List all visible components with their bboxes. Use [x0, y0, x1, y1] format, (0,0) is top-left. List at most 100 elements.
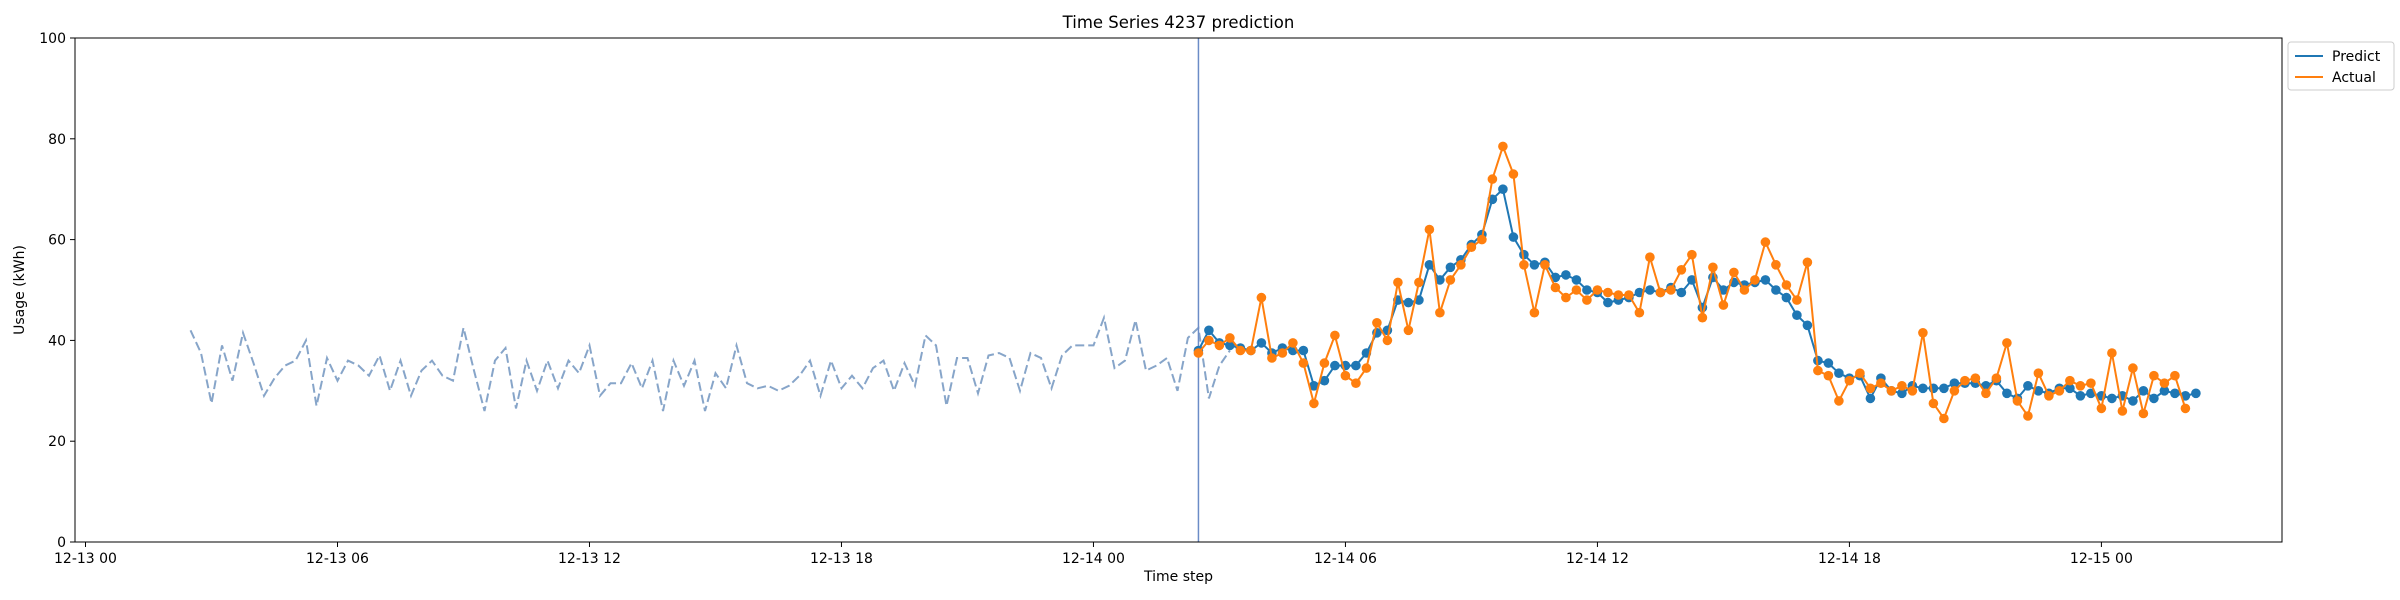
predict-point: [1823, 358, 1834, 368]
actual-point: [2023, 411, 2033, 421]
actual-point: [1655, 287, 1666, 298]
actual-point: [1424, 224, 1435, 235]
actual-point: [1729, 267, 1739, 278]
predict-point: [1760, 275, 1771, 285]
legend: Predict Actual: [2287, 41, 2395, 91]
actual-point: [2138, 408, 2149, 419]
actual-point: [1960, 375, 1970, 386]
actual-point: [2107, 348, 2117, 358]
legend-predict-label: Predict: [2332, 49, 2381, 65]
predict-point: [1582, 285, 1592, 295]
actual-point: [1204, 335, 1214, 346]
actual-point: [2096, 403, 2107, 414]
actual-point: [2033, 368, 2044, 379]
actual-point: [1498, 141, 1508, 152]
predict-point: [1204, 325, 1214, 336]
x-tick-label: 12-13 00: [54, 551, 117, 567]
actual-point: [2065, 375, 2075, 386]
actual-point: [1813, 365, 1823, 376]
y-tick-label: 0: [57, 535, 66, 551]
predict-point: [2023, 381, 2033, 391]
predict-point: [1319, 375, 1330, 386]
actual-point: [1340, 370, 1351, 381]
actual-point: [2128, 363, 2138, 373]
actual-point: [1403, 325, 1414, 336]
x-tick-label: 12-13 12: [558, 551, 621, 567]
y-axis-label: Usage (kWh): [12, 245, 28, 335]
actual-point: [1277, 348, 1288, 358]
actual-point: [1298, 358, 1309, 368]
actual-point: [1561, 292, 1571, 303]
actual-point: [1823, 370, 1834, 381]
actual-point: [1613, 290, 1624, 300]
actual-point: [2044, 391, 2054, 401]
predict-point: [1445, 262, 1456, 273]
actual-point: [1781, 280, 1792, 290]
predict-point: [2191, 388, 2201, 399]
predict-point: [2002, 388, 2012, 399]
actual-point: [2117, 406, 2128, 416]
x-tick-label: 12-14 00: [1062, 551, 1125, 567]
actual-point: [1592, 285, 1603, 295]
actual-point: [1225, 333, 1235, 343]
actual-point: [1750, 275, 1760, 285]
actual-point: [2002, 338, 2012, 348]
x-tick-label: 12-14 06: [1314, 551, 1377, 567]
actual-point: [1319, 358, 1330, 368]
predict-point: [1403, 297, 1414, 308]
actual-point: [1435, 307, 1445, 318]
actual-point: [1309, 398, 1319, 409]
actual-point: [1550, 282, 1561, 293]
predict-point: [1918, 383, 1928, 394]
actual-point: [1907, 386, 1918, 396]
actual-point: [1235, 345, 1246, 356]
actual-point: [1193, 348, 1204, 358]
actual-point: [1624, 290, 1634, 300]
predict-point: [1435, 275, 1445, 285]
predict-point: [2065, 383, 2075, 394]
actual-point: [1876, 378, 1886, 389]
predict-point: [1834, 368, 1844, 379]
y-tick-label: 80: [48, 132, 66, 148]
actual-point: [2159, 378, 2170, 389]
x-tick-label: 12-14 12: [1566, 551, 1629, 567]
predict-point: [1771, 285, 1781, 295]
actual-point: [1330, 330, 1340, 341]
actual-point: [1687, 249, 1697, 260]
actual-point: [1918, 328, 1928, 338]
actual-point: [1382, 335, 1393, 346]
chart-title: Time Series 4237 prediction: [1062, 13, 1295, 32]
actual-point: [1393, 277, 1403, 288]
axes-frame: [74, 37, 2283, 543]
x-tick-label: 12-13 18: [810, 551, 873, 567]
predict-point: [1351, 360, 1361, 371]
y-tick-label: 40: [48, 333, 66, 349]
actual-point: [1466, 242, 1477, 252]
predict-point: [1792, 310, 1802, 321]
predict-point: [1687, 275, 1697, 285]
actual-point: [1844, 375, 1855, 386]
actual-point: [1949, 386, 1960, 396]
actual-point: [1445, 275, 1456, 285]
actual-point: [2054, 386, 2065, 396]
actual-point: [1886, 386, 1897, 396]
predict-point: [1550, 272, 1561, 283]
actual-point: [1991, 373, 2002, 384]
actual-point: [2149, 370, 2159, 381]
actual-point: [1970, 373, 1981, 384]
x-axis: 12-13 00 12-13 06 12-13 12 12-13 18 12-14 00…: [54, 542, 2133, 567]
plot-area: [189, 38, 2201, 542]
predict-point: [1561, 270, 1571, 280]
predict-point: [2149, 393, 2159, 404]
actual-point: [1529, 307, 1540, 318]
predict-point: [1865, 393, 1876, 404]
actual-point: [1718, 300, 1729, 310]
predict-point: [1949, 378, 1960, 389]
y-tick-label: 20: [48, 434, 66, 450]
predict-point: [1508, 232, 1519, 242]
actual-point: [1246, 345, 1256, 356]
history-series-line: [189, 314, 1231, 412]
actual-point: [1697, 312, 1708, 323]
